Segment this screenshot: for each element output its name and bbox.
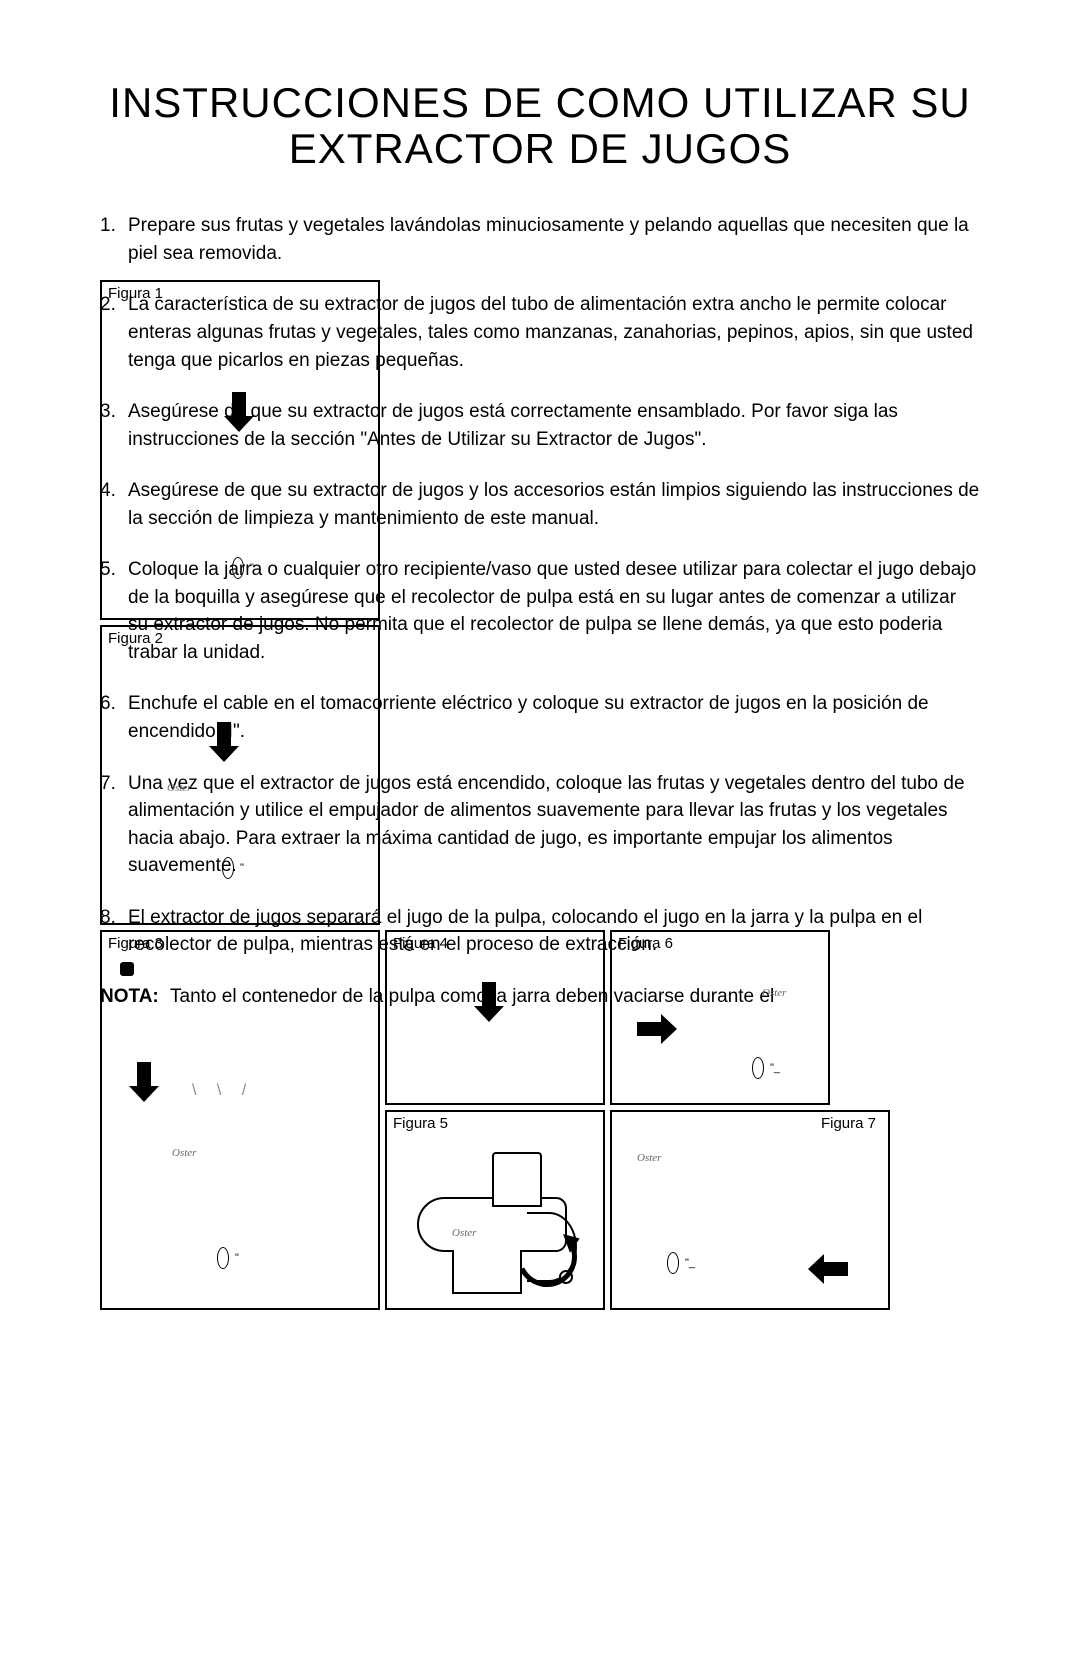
figure-6-box: Figura 6 Oster "_ xyxy=(610,930,830,1105)
arrow-down-icon xyxy=(232,392,246,418)
step-number: 1. xyxy=(100,212,128,267)
tick-mark: "_ xyxy=(770,1062,780,1074)
tick-mark: " xyxy=(250,562,254,574)
figure-3-box: Figura 3 \ \ / Oster " xyxy=(100,930,380,1310)
figure-label: Figura 1 xyxy=(108,285,163,302)
figure-1-box: Figura 1 " xyxy=(100,280,380,620)
figure-label: Figura 5 xyxy=(393,1115,448,1132)
ellipse-icon xyxy=(667,1252,679,1274)
arrow-down-icon xyxy=(217,722,231,748)
figure-2-box: Figura 2 Oster " xyxy=(100,625,380,925)
page-title: INSTRUCCIONES DE COMO UTILIZAR SU EXTRAC… xyxy=(100,80,980,172)
figure-label: Figura 6 xyxy=(618,935,673,952)
tick-mark: " xyxy=(240,862,244,874)
brand-text: Oster xyxy=(637,1152,661,1164)
title-line-2: EXTRACTOR DE JUGOS xyxy=(289,125,792,172)
arrow-down-icon xyxy=(137,1062,151,1088)
brand-text: Oster xyxy=(172,1147,196,1159)
brand-text: Oster xyxy=(452,1227,476,1239)
ellipse-icon xyxy=(752,1057,764,1079)
tick-mark: " xyxy=(235,1252,239,1264)
arrow-right-icon xyxy=(637,1022,663,1036)
figure-7-box: Figura 7 Oster "_ xyxy=(610,1110,890,1310)
arrow-left-icon xyxy=(822,1262,848,1276)
brand-text: Oster xyxy=(167,782,191,794)
figure-4-box: Figura 4 xyxy=(385,930,605,1105)
title-line-1: INSTRUCCIONES DE COMO UTILIZAR SU xyxy=(109,79,970,126)
blob-icon xyxy=(120,962,134,976)
figure-5-box: Figura 5 Oster xyxy=(385,1110,605,1310)
step: 1. Prepare sus frutas y vegetales lavánd… xyxy=(100,212,980,267)
ellipse-icon xyxy=(232,557,244,579)
ellipse-icon xyxy=(217,1247,229,1269)
figure-label: Figura 7 xyxy=(821,1115,876,1132)
figure-label: Figura 4 xyxy=(393,935,448,952)
brand-text: Oster xyxy=(762,987,786,999)
hatch-icon: \ \ / xyxy=(192,1082,254,1100)
figure-label: Figura 2 xyxy=(108,630,163,647)
juicer-diagram: Oster xyxy=(407,1152,587,1302)
figure-label: Figura 3 xyxy=(108,935,163,952)
arrow-down-icon xyxy=(482,982,496,1008)
tick-mark: "_ xyxy=(685,1257,695,1269)
step-text: Prepare sus frutas y vegetales lavándola… xyxy=(128,212,980,267)
ellipse-icon xyxy=(222,857,234,879)
